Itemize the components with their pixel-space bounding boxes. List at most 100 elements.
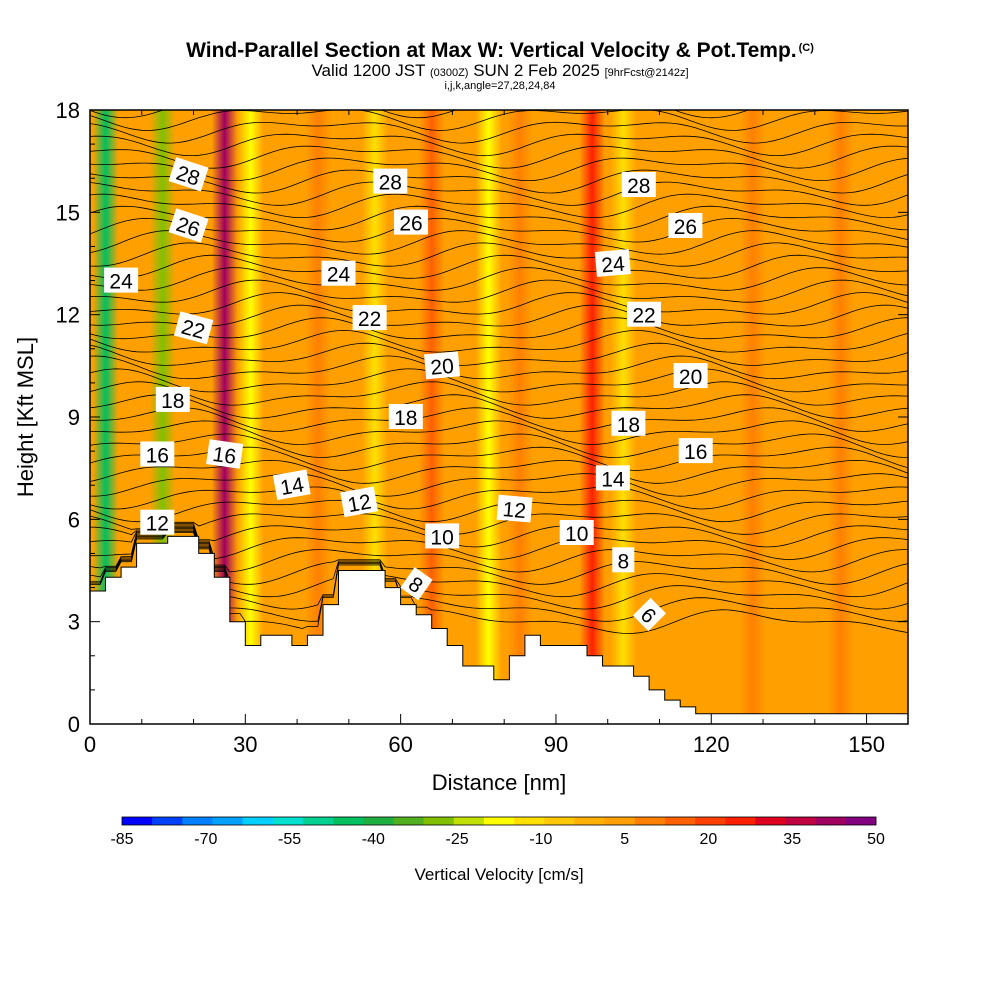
contour-label-bg [595,465,630,491]
contour-label-text: 8 [617,550,629,573]
theta-contour-line [90,381,908,406]
colorbar-tick-label: 35 [783,831,801,848]
contour-label: 12 [496,494,533,523]
contour-label-bg [559,520,594,545]
colorbar-swatch [453,817,485,825]
contour-label-bg [352,305,387,331]
contour-label-bg [373,168,408,194]
contour-label: 8 [612,547,635,573]
contour-label: 26 [394,209,428,236]
theta-contour-line [90,368,908,393]
contour-label-bg [611,410,646,436]
contour-label-bg [155,386,190,412]
x-tick-label: 150 [848,732,885,757]
colorbar-swatch [242,817,274,825]
contour-label: 20 [424,351,461,380]
colorbar-tick-label: -85 [110,831,133,848]
contour-label-text: 28 [379,172,402,195]
theta-contour-line [90,254,908,279]
colorbar-tick-label: -70 [194,831,217,848]
contour-label-text: 14 [601,468,625,491]
x-tick-label: 60 [388,732,412,757]
colorbar-frame [121,816,877,826]
contour-label-bg [388,404,423,429]
colorbar-swatch [755,817,786,825]
contour-label-bg [104,267,139,293]
contour-label-text: 28 [627,175,650,198]
contour-label-bg [140,441,175,467]
contour-label-bg [621,172,656,197]
contour-label-text: 20 [430,355,455,380]
y-tick-label: 0 [68,712,80,737]
contour-label-bg [340,486,379,518]
theta-contour-line [90,486,908,510]
theta-contour-line [90,133,908,157]
contour-label: 20 [673,363,708,389]
contour-label-bg [594,249,631,277]
colorbar-swatch [544,817,575,825]
colorbar-swatch [302,817,334,825]
colorbar-swatch [272,817,304,825]
contour-label-text: 22 [632,305,655,328]
colorbar-swatch [634,817,666,825]
colorbar-swatch [152,817,183,825]
contour-label: 12 [140,509,175,536]
colorbar-swatch [483,817,515,825]
contour-label: 22 [627,301,661,328]
contour-label-bg [668,213,703,238]
contour-label-text: 16 [684,441,707,464]
colorbar-tick-label: -10 [529,831,552,848]
contour-label-bg [425,523,460,549]
contour-label-bg [173,311,214,345]
colorbar-swatch [604,817,636,825]
chart-title-block: Wind-Parallel Section at Max W: Vertical… [0,36,1000,92]
contour-label-bg [632,597,667,632]
contour-label-text: 12 [346,490,373,517]
contour-label-bg [612,547,635,573]
y-tick-label: 3 [68,610,80,635]
theta-contour-line [90,69,908,92]
contour-label: 8 [400,567,433,601]
theta-contour-line [90,329,908,353]
contour-label-text: 14 [279,473,306,500]
theta-contour-line [90,292,908,315]
x-tick-label: 90 [544,732,568,757]
contour-label-text: 22 [358,308,381,331]
axes: 0 30 60 90 120 150 0 3 6 9 12 15 18 [56,98,908,757]
colorbar-swatch [574,817,605,825]
colorbar-swatch [815,817,847,825]
contour-label-text: 18 [617,414,640,437]
contour-label-bg [424,351,461,380]
theta-contour-line [90,528,908,598]
contour-label: 28 [621,172,656,198]
contour-label: 10 [559,520,594,546]
contour-label-text: 26 [399,213,422,236]
contour-label-text: 18 [161,390,184,413]
colorbar-tick-label: 50 [867,831,885,848]
chart-title: Wind-Parallel Section at Max W: Vertical… [0,36,1000,63]
theta-contour-line [90,342,908,366]
valid-time: Valid 1200 JST [311,61,426,80]
theta-contour-line [90,157,908,182]
contour-label: 24 [594,249,631,277]
theta-contour-line [90,242,908,267]
theta-contour-line [90,205,908,231]
colorbar-swatch [725,817,756,825]
contour-label-text: 16 [146,445,169,468]
theta-contour-line [90,394,908,419]
theta-contour-line [90,267,908,291]
theta-contour-line [90,513,908,535]
theta-contour-line [90,527,908,585]
contour-label-bg [394,209,428,235]
y-tick-label: 12 [56,303,80,328]
colorbar-tick-label: -25 [446,831,469,848]
theta-contour-line [90,193,908,219]
contour-label-bg [168,208,209,243]
colorbar-tick-label: 5 [620,831,629,848]
y-tick-label: 18 [56,98,80,123]
theta-contour-line [90,407,908,432]
contour-label-bg [140,509,175,535]
contour-label-text: 12 [146,513,169,536]
